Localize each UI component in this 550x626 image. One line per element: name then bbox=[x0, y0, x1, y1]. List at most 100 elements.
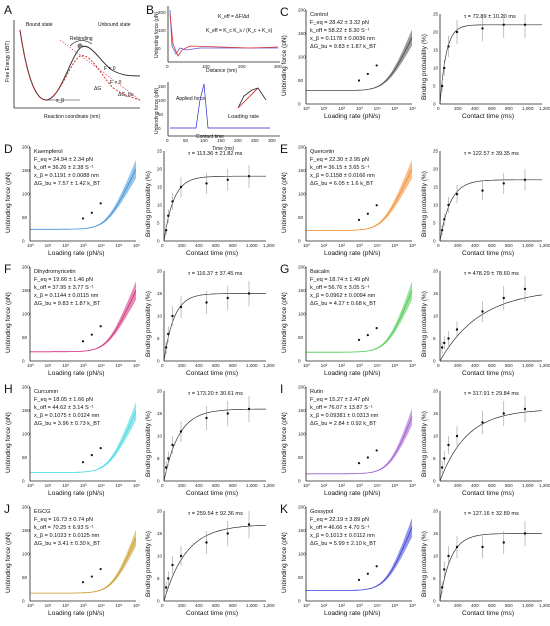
binding-data-point bbox=[481, 421, 484, 424]
binding-xtick-label: 400 bbox=[471, 106, 479, 111]
xb-value: x_β = 0.0962 ± 0.0094 nm bbox=[310, 293, 376, 299]
binding-ytick-label: 0 bbox=[157, 479, 160, 484]
binding-ytick-label: 10 bbox=[157, 434, 163, 439]
force-xtick-label: 10⁴ bbox=[374, 363, 381, 368]
binding-ytick-label: 10 bbox=[433, 314, 439, 319]
xb-value: x_β = 0.1158 ± 0.0166 nm bbox=[310, 173, 375, 179]
binding-ytick-label: 15 bbox=[433, 185, 439, 190]
force-ytick-label: 100 bbox=[22, 432, 30, 437]
force-xtick-label: 10³ bbox=[80, 603, 87, 608]
force-xlabel: Loading rate (pN/s) bbox=[324, 370, 380, 377]
force-data-point bbox=[375, 565, 378, 568]
panel-a-unbound-state: Unbound state bbox=[98, 22, 131, 28]
force-xtick-label: 10⁴ bbox=[98, 603, 105, 608]
binding-data-point bbox=[171, 314, 174, 318]
force-ytick-label: 50 bbox=[298, 335, 304, 340]
dg-value: ΔG_bu = 3.41 ± 0.30 k_BT bbox=[34, 541, 101, 547]
binding-ytick-label: 5 bbox=[433, 456, 436, 461]
binding-ytick-label: 5 bbox=[157, 221, 160, 226]
force-ylabel: Unbinding force (pN) bbox=[281, 292, 288, 353]
force-ylabel: Unbinding force (pN) bbox=[281, 412, 288, 473]
binding-ytick-label: 5 bbox=[157, 336, 160, 341]
binding-xtick-label: 1,000 bbox=[522, 603, 534, 608]
binding-data-point bbox=[443, 457, 446, 460]
force-fit-line bbox=[30, 537, 137, 594]
binding-data-point bbox=[455, 545, 459, 549]
force-xtick-label: 10³ bbox=[356, 603, 363, 608]
force-ytick-label: 50 bbox=[22, 455, 28, 460]
dg-value: ΔG_bu = 3.96 ± 0.73 k_BT bbox=[34, 421, 101, 427]
force-ytick-label: 100 bbox=[298, 432, 306, 437]
binding-xtick-label: 1,200 bbox=[263, 363, 275, 368]
binding-ytick-label: 10 bbox=[157, 314, 163, 319]
binding-xtick-label: 200 bbox=[454, 243, 462, 248]
binding-data-point bbox=[205, 541, 208, 544]
panel-letter: D bbox=[4, 142, 13, 156]
force-xtick-label: 10⁴ bbox=[98, 363, 105, 368]
applied-force-label: Applied force bbox=[176, 96, 205, 102]
binding-data-point bbox=[443, 66, 446, 70]
koff-value: k_off = 46.66 ± 4.70 S⁻¹ bbox=[310, 525, 370, 531]
binding-xlabel: Contact time (ms) bbox=[462, 490, 514, 497]
force-xtick-label: 10² bbox=[338, 363, 345, 368]
binding-ytick-label: 15 bbox=[433, 531, 439, 536]
binding-data-point bbox=[171, 443, 174, 447]
binding-xtick-label: 600 bbox=[488, 106, 496, 111]
force-xtick-label: 10³ bbox=[356, 243, 363, 248]
panel-b-bottom-xtick: 250 bbox=[251, 138, 259, 143]
binding-data-point bbox=[455, 193, 459, 196]
panel-b-bottom-xtick: 300 bbox=[268, 138, 276, 143]
binding-xtick-label: 1,000 bbox=[246, 363, 258, 368]
binding-xtick-label: 1,200 bbox=[539, 363, 550, 368]
force-xtick-label: 10⁵ bbox=[391, 106, 398, 111]
binding-fit-curve bbox=[439, 533, 542, 602]
binding-data-point bbox=[455, 328, 459, 331]
force-xlabel: Loading rate (pN/s) bbox=[48, 490, 104, 497]
tau-value: τ = 72.89 ± 10.20 ms bbox=[464, 14, 516, 20]
force-xtick-label: 10¹ bbox=[45, 603, 52, 608]
force-fit-line bbox=[306, 168, 413, 231]
force-xtick-label: 10¹ bbox=[321, 603, 328, 608]
loading-rate-trace bbox=[237, 87, 267, 109]
binding-data-point bbox=[247, 175, 251, 178]
binding-xtick-label: 0 bbox=[161, 603, 164, 608]
force-xtick-label: 10² bbox=[338, 106, 345, 111]
binding-data-point bbox=[167, 214, 170, 217]
force-data-point bbox=[357, 462, 361, 465]
binding-xtick-label: 1,000 bbox=[522, 363, 534, 368]
binding-ytick-label: 15 bbox=[157, 531, 163, 536]
force-xtick-label: 10³ bbox=[80, 483, 87, 488]
force-ytick-label: 100 bbox=[22, 312, 30, 317]
binding-ytick-label: 15 bbox=[433, 291, 439, 296]
binding-xtick-label: 600 bbox=[488, 483, 496, 488]
binding-data-point bbox=[523, 532, 527, 535]
force-xtick-label: 10⁵ bbox=[115, 243, 122, 248]
binding-ytick-label: 5 bbox=[433, 576, 436, 581]
time-trace bbox=[170, 83, 270, 129]
feq-value: F_eq = 22.30 ± 2.95 pN bbox=[310, 157, 369, 163]
binding-ytick-label: 5 bbox=[433, 84, 436, 89]
feq-value: F_eq = 18.05 ± 1.66 pN bbox=[34, 397, 93, 403]
force-ytick-label: 100 bbox=[298, 312, 306, 317]
force-ytick-label: 0 bbox=[298, 102, 301, 107]
panel-b-top-xtick: 200 bbox=[238, 64, 246, 69]
force-xtick-label: 10² bbox=[62, 603, 69, 608]
binding-data-point bbox=[481, 189, 484, 192]
force-xtick-label: 10¹ bbox=[45, 483, 52, 488]
panel-b-top-xtick: 300 bbox=[274, 64, 282, 69]
binding-xtick-label: 1,200 bbox=[263, 483, 275, 488]
force-ytick-label: 0 bbox=[22, 239, 25, 244]
binding-xtick-label: 1,000 bbox=[246, 243, 258, 248]
panel-b-bottom-ylabel: Unbinding force (pN) bbox=[154, 88, 160, 134]
panel-b-bottom-ytick: 0 bbox=[158, 126, 161, 131]
binding-xtick-label: 600 bbox=[212, 483, 220, 488]
force-xtick-label: 10⁴ bbox=[374, 106, 381, 111]
binding-data-point bbox=[179, 554, 183, 558]
binding-xtick-label: 200 bbox=[454, 363, 462, 368]
force-data-point bbox=[357, 218, 361, 221]
panel-letter: G bbox=[280, 262, 289, 276]
tau-value: τ = 113.36 ± 21.82 ms bbox=[188, 151, 243, 157]
binding-data-point bbox=[226, 532, 229, 535]
binding-ylabel: Binding probability (%) bbox=[145, 291, 152, 357]
